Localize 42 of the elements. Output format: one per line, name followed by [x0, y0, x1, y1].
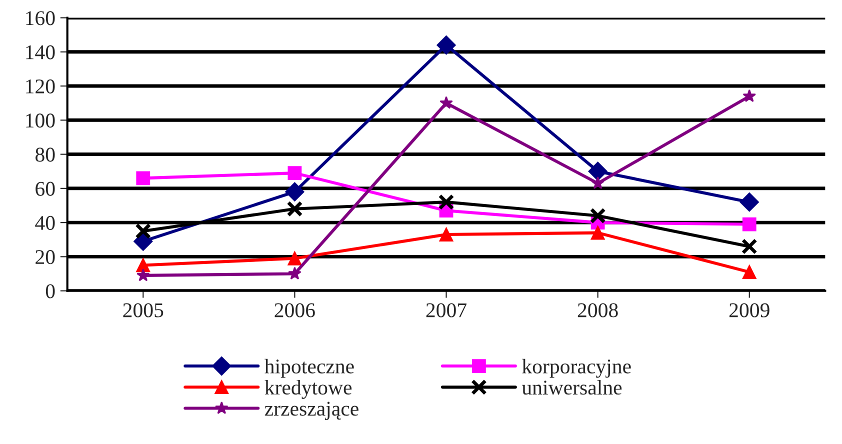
y-tick-label: 140	[26, 45, 55, 60]
x-tick-label: 2008	[578, 303, 618, 318]
legend-label: uniwersalne	[522, 380, 622, 395]
point	[286, 200, 303, 217]
point	[741, 238, 758, 254]
point	[440, 96, 453, 109]
point	[288, 266, 302, 280]
point	[436, 36, 456, 55]
legend-label: zrzeszające	[264, 402, 358, 420]
point	[742, 217, 756, 232]
y-tick-label: 120	[26, 79, 55, 94]
y-tick-label: 20	[36, 250, 55, 264]
x-tick-label: 2006	[274, 303, 315, 318]
point	[591, 176, 604, 190]
legend-label: hipoteczne	[264, 358, 354, 378]
legend-label: kredytowe	[264, 380, 352, 399]
point	[590, 226, 605, 240]
point	[740, 192, 759, 212]
point	[439, 228, 454, 242]
y-tick-label: 80	[36, 148, 55, 162]
point	[136, 268, 150, 282]
x-tick-label: 2005	[123, 303, 164, 318]
y-tick-label: 100	[26, 114, 55, 128]
x-tick-label: 2007	[426, 303, 466, 318]
legend-label: korporacyjne	[522, 358, 631, 378]
y-tick-label: 60	[36, 182, 55, 196]
point	[438, 194, 454, 210]
y-tick-label: 0	[46, 284, 55, 298]
point	[288, 166, 302, 180]
point	[285, 182, 304, 202]
point	[590, 208, 606, 224]
y-tick-label: 160	[26, 11, 55, 26]
point	[288, 251, 302, 266]
point	[136, 258, 150, 272]
point	[742, 89, 756, 102]
point	[134, 232, 153, 251]
point	[588, 162, 608, 181]
y-tick-label: 40	[35, 216, 55, 230]
x-tick-label: 2009	[729, 303, 770, 318]
point	[136, 171, 150, 186]
point	[135, 223, 152, 240]
point	[742, 265, 756, 279]
